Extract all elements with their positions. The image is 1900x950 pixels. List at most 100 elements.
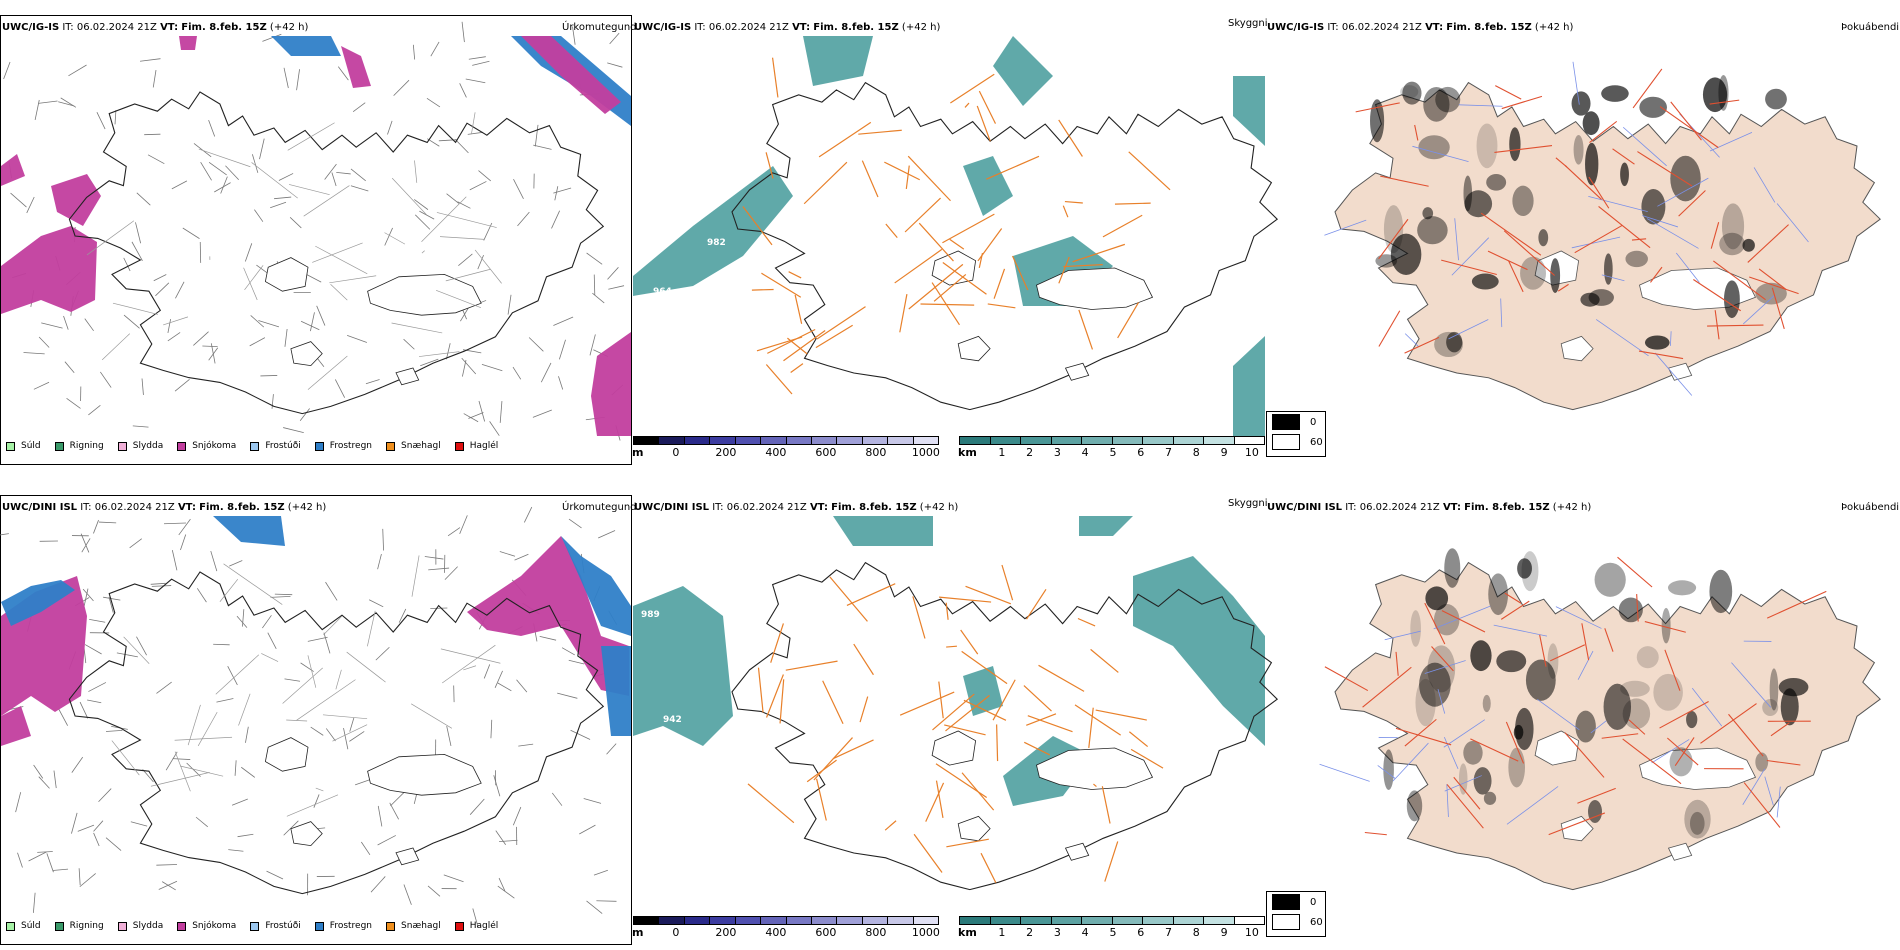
road-line (215, 654, 260, 695)
fog-legend-min: 0 (1310, 416, 1317, 428)
road-line (180, 765, 224, 777)
wind-barb (554, 186, 559, 201)
wind-barb (34, 99, 40, 121)
road-line (816, 778, 827, 821)
road-line (1700, 703, 1757, 744)
road-line (761, 272, 802, 298)
road-line (884, 820, 897, 831)
fog-index-cell (1446, 331, 1463, 353)
wind-barb (461, 21, 465, 43)
road-line (1548, 812, 1606, 836)
legend-swatch (454, 921, 464, 931)
wind-barb (426, 97, 441, 108)
wind-barb (512, 806, 522, 826)
road-line (918, 222, 954, 262)
wind-barb (274, 593, 293, 596)
road-line (1539, 634, 1547, 667)
wind-barb (77, 824, 95, 832)
wind-barb (84, 318, 94, 332)
lead-time: (+42 h) (269, 22, 309, 33)
fog-legend: 0 60 (1266, 891, 1326, 937)
fog-index-cell (1585, 142, 1599, 186)
road-line (1058, 256, 1070, 284)
wind-barb (271, 394, 274, 409)
road-line (1664, 649, 1681, 691)
colorbar-cell (786, 437, 812, 444)
river-line (1776, 203, 1809, 243)
wind-barb (539, 635, 557, 641)
road-line (1588, 176, 1610, 209)
wind-barb (325, 728, 336, 742)
fog-legend-max: 60 (1310, 916, 1323, 928)
wind-barb (472, 60, 490, 66)
wind-barb (141, 378, 144, 395)
valid-time-label: VT: (809, 502, 828, 513)
road-line (1564, 165, 1602, 200)
road-line (908, 263, 964, 310)
model-name: UWC/IG-IS (1267, 22, 1325, 33)
wind-barb (83, 648, 87, 664)
legend-item: Súld (6, 921, 41, 931)
wind-barb (100, 371, 112, 388)
init-time-label: IT: (62, 22, 74, 33)
legend-item: Frostregn (314, 921, 372, 931)
colorbar-unit: m (632, 446, 644, 459)
legend-swatch (314, 921, 324, 931)
road-line (286, 719, 308, 722)
road-line (440, 648, 501, 664)
wind-barb (98, 521, 117, 524)
wind-barb (489, 421, 500, 436)
legend-swatch (250, 441, 260, 451)
wind-barb (142, 769, 154, 783)
road-line (346, 651, 386, 683)
fog-index-cell (1755, 752, 1769, 772)
road-line (1564, 732, 1605, 778)
wind-barb (116, 652, 138, 658)
fog-legend: 0 60 (1266, 411, 1326, 457)
wind-barb (213, 643, 230, 646)
colorbar-cell (1051, 437, 1082, 444)
road-line (965, 585, 1012, 605)
wind-barb (349, 731, 365, 742)
road-line (111, 740, 140, 776)
fog-index-cell (1422, 207, 1434, 220)
visibility-panel-bottom: UWC/DINI ISL IT: 06.02.2024 21Z VT: Fim.… (632, 480, 1279, 945)
wind-barb (82, 588, 94, 602)
wind-barb (350, 168, 366, 182)
wind-barb (589, 334, 596, 356)
road-line (1766, 590, 1827, 619)
road-line (1632, 68, 1663, 109)
wind-barb (468, 412, 484, 419)
wind-barb (84, 644, 102, 655)
colorbar-cell (1082, 437, 1113, 444)
road-line (1088, 707, 1094, 749)
road-line (756, 336, 803, 352)
fog-index-cell (1686, 710, 1698, 729)
wind-barb (497, 885, 515, 899)
colorbar-cell (1204, 437, 1235, 444)
road-line (1038, 664, 1085, 692)
wind-barb (153, 274, 167, 282)
wind-barb (208, 161, 227, 176)
road-line (757, 667, 764, 713)
road-line (946, 645, 957, 648)
wind-barb (447, 527, 461, 537)
legend-label: Snjókoma (192, 441, 237, 451)
wind-barb (289, 216, 302, 229)
legend-item: Slydda (117, 441, 163, 451)
fog-panel-bottom: UWC/DINI ISL IT: 06.02.2024 21Z VT: Fim.… (1266, 480, 1900, 945)
legend-item: Súld (6, 441, 41, 451)
wind-barb (307, 636, 328, 642)
wind-barb (156, 681, 172, 694)
wind-barb (438, 139, 458, 142)
road-line (471, 112, 476, 135)
wind-barb (68, 64, 87, 77)
fog-index-cell (1483, 791, 1497, 805)
wind-barb (446, 343, 451, 360)
colorbar-cell (1112, 917, 1143, 924)
fog-index-cell (1427, 645, 1456, 693)
wind-barb (38, 100, 58, 104)
road-line (747, 783, 795, 824)
colorbar-cells (633, 436, 939, 445)
wind-barb (551, 792, 563, 806)
